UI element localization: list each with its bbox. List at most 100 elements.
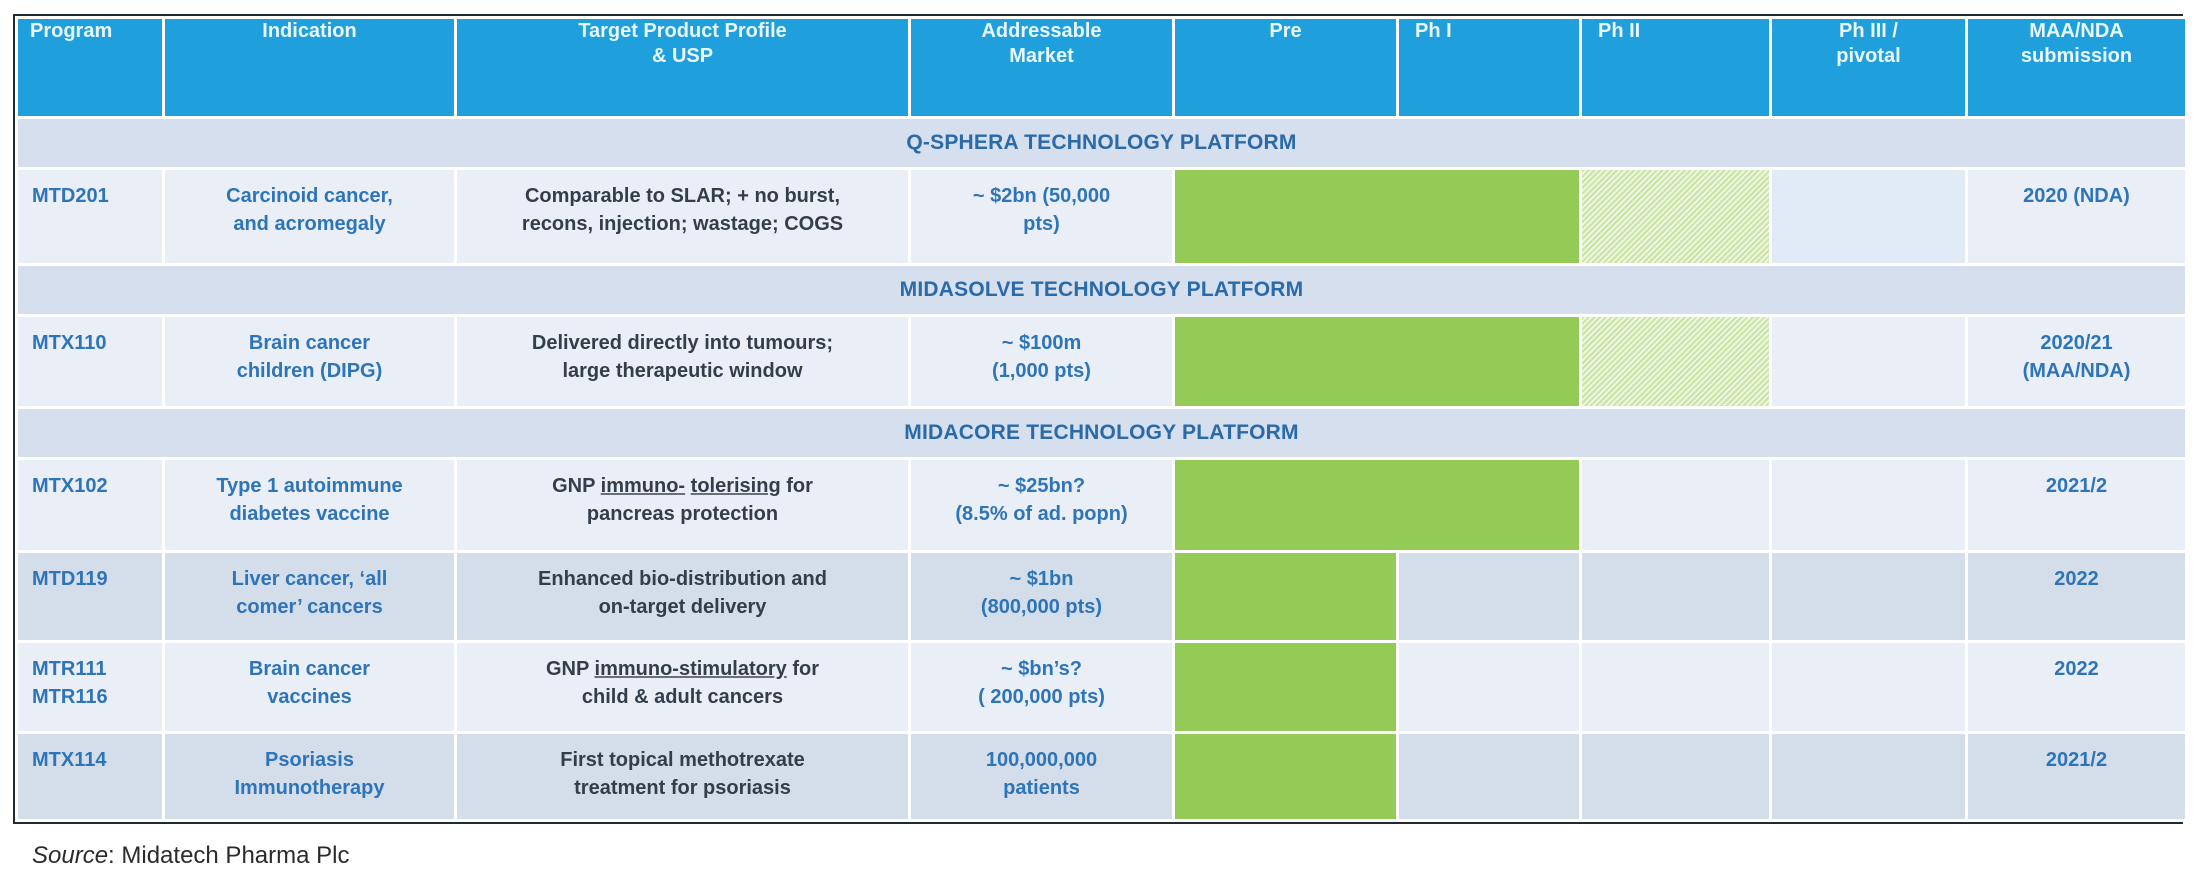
progress-bar [1175, 460, 1402, 550]
header-market: Addressable Market [908, 16, 1175, 119]
indication-cell: Brain cancer children (DIPG) [162, 313, 457, 410]
phase-ph3-cell [1769, 457, 1968, 553]
group-row-midacore: MIDACORE TECHNOLOGY PLATFORM [15, 406, 2188, 461]
planned-bar [1582, 316, 1769, 407]
table-row: MTX110 Brain cancer children (DIPG) Deli… [15, 313, 2188, 410]
header-ph3-line2: pivotal [1836, 45, 1901, 67]
usp-line: Comparable to SLAR; + no burst, [524, 185, 841, 208]
submission-line: 2020/21 [2040, 331, 2113, 354]
submission-cell: 2020 (NDA) [1965, 167, 2188, 266]
indication-line: Brain cancer [248, 331, 371, 354]
usp-text: GNP [545, 658, 595, 681]
submission-cell: 2021/2 [1965, 730, 2188, 823]
progress-bar [1175, 552, 1396, 641]
market-cell: ~ $1bn (800,000 pts) [908, 549, 1175, 644]
phase-ph2-cell [1579, 730, 1772, 823]
market-line: patients [1003, 776, 1080, 799]
header-submission: MAA/NDA submission [1965, 16, 2188, 119]
submission-cell: 2022 [1965, 549, 2188, 644]
usp-line: GNP immuno-stimulatory for [457, 655, 908, 683]
phase-ph1-cell [1396, 640, 1582, 734]
indication-line: Immunotherapy [234, 776, 385, 799]
table-row: MTR111 MTR116 Brain cancer vaccines GNP … [15, 640, 2188, 734]
header-pre: Pre [1172, 16, 1399, 119]
source-note: Source: Midatech Pharma Plc [32, 842, 349, 870]
indication-cell: Psoriasis Immunotherapy [162, 730, 457, 823]
market-line: ~ $2bn (50,000 [972, 185, 1111, 208]
indication-line: vaccines [267, 686, 352, 709]
market-cell: ~ $25bn? (8.5% of ad. popn) [908, 457, 1175, 553]
program-name: MTD119 [32, 567, 108, 590]
phase-ph3-cell [1769, 313, 1968, 410]
program-cell: MTD119 [15, 549, 165, 644]
usp-line: GNP immuno- tolerising for [457, 472, 908, 500]
phase-ph3-cell [1769, 730, 1968, 823]
phase-ph2-cell [1579, 457, 1772, 553]
header-submission-line1: MAA/NDA [2029, 20, 2124, 42]
header-usp-line2: & USP [651, 45, 714, 67]
progress-bar [1396, 460, 1579, 550]
usp-cell: GNP immuno-stimulatory for child & adult… [454, 640, 911, 734]
usp-text: for [780, 475, 813, 498]
pipeline-table: Program Indication Target Product Profil… [15, 16, 2188, 823]
table-row: MTX102 Type 1 autoimmune diabetes vaccin… [15, 457, 2188, 553]
header-usp: Target Product Profile & USP [454, 16, 911, 119]
indication-cell: Carcinoid cancer, and acromegaly [162, 167, 457, 266]
market-line: (1,000 pts) [992, 359, 1091, 382]
header-indication: Indication [162, 16, 457, 119]
market-cell: ~ $2bn (50,000 pts) [908, 167, 1175, 266]
submission-line: 2020 (NDA) [2023, 185, 2130, 208]
table-row: MTD201 Carcinoid cancer, and acromegaly … [15, 167, 2188, 266]
indication-cell: Brain cancer vaccines [162, 640, 457, 734]
market-cell: 100,000,000 patients [908, 730, 1175, 823]
market-cell: ~ $bn’s? ( 200,000 pts) [908, 640, 1175, 734]
phase-ph2-cell [1579, 313, 1772, 410]
program-name: MTX110 [32, 331, 107, 354]
table-row: MTX114 Psoriasis Immunotherapy First top… [15, 730, 2188, 823]
usp-underlined-text: tolerising [690, 475, 781, 498]
phase-ph2-cell [1579, 549, 1772, 644]
usp-line: on-target delivery [598, 595, 767, 618]
usp-cell: GNP immuno- tolerising for pancreas prot… [454, 457, 911, 553]
planned-bar [1582, 170, 1769, 263]
header-ph3-line1: Ph III / [1839, 20, 1898, 42]
program-cell: MTX102 [15, 457, 165, 553]
group-row-midasolve: MIDASOLVE TECHNOLOGY PLATFORM [15, 262, 2188, 317]
phase-ph1-cell [1396, 457, 1582, 553]
group-label: MIDASOLVE TECHNOLOGY PLATFORM [15, 262, 2188, 317]
phase-ph1-cell [1396, 549, 1582, 644]
program-cell: MTX110 [15, 313, 165, 410]
usp-cell: Delivered directly into tumours; large t… [454, 313, 911, 410]
phase-ph1-cell [1396, 730, 1582, 823]
usp-underlined-text: immuno-stimulatory [594, 658, 787, 681]
usp-line: pancreas protection [586, 503, 779, 526]
progress-bar [1396, 316, 1579, 407]
usp-cell: Enhanced bio-distribution and on-target … [454, 549, 911, 644]
phase-pre-cell [1172, 640, 1399, 734]
pipeline-table-container: Program Indication Target Product Profil… [13, 14, 2188, 824]
market-line: (800,000 pts) [980, 595, 1103, 618]
submission-line: 2022 [2054, 567, 2099, 590]
usp-line: large therapeutic window [562, 359, 803, 382]
program-name: MTD201 [32, 185, 109, 208]
group-label: MIDACORE TECHNOLOGY PLATFORM [15, 406, 2188, 461]
phase-ph3-cell [1769, 549, 1968, 644]
phase-ph1-cell [1396, 167, 1582, 266]
usp-text: GNP [552, 475, 601, 498]
progress-bar [1175, 316, 1402, 407]
submission-line: 2022 [2054, 658, 2099, 681]
group-row-qsphera: Q-SPHERA TECHNOLOGY PLATFORM [15, 115, 2188, 171]
usp-line: Enhanced bio-distribution and [538, 567, 827, 590]
program-name: MTX114 [32, 748, 107, 771]
market-line: pts) [1023, 213, 1060, 236]
phase-pre-cell [1172, 549, 1399, 644]
market-line: ~ $1bn [1009, 567, 1074, 590]
program-name: MTX102 [32, 475, 108, 498]
indication-line: children (DIPG) [236, 359, 383, 382]
progress-bar [1175, 170, 1402, 263]
program-cell: MTR111 MTR116 [15, 640, 165, 734]
phase-ph2-cell [1579, 167, 1772, 266]
market-line: ~ $100m [1001, 331, 1082, 354]
usp-line: recons, injection; wastage; COGS [521, 213, 844, 236]
header-submission-line2: submission [2020, 45, 2133, 67]
